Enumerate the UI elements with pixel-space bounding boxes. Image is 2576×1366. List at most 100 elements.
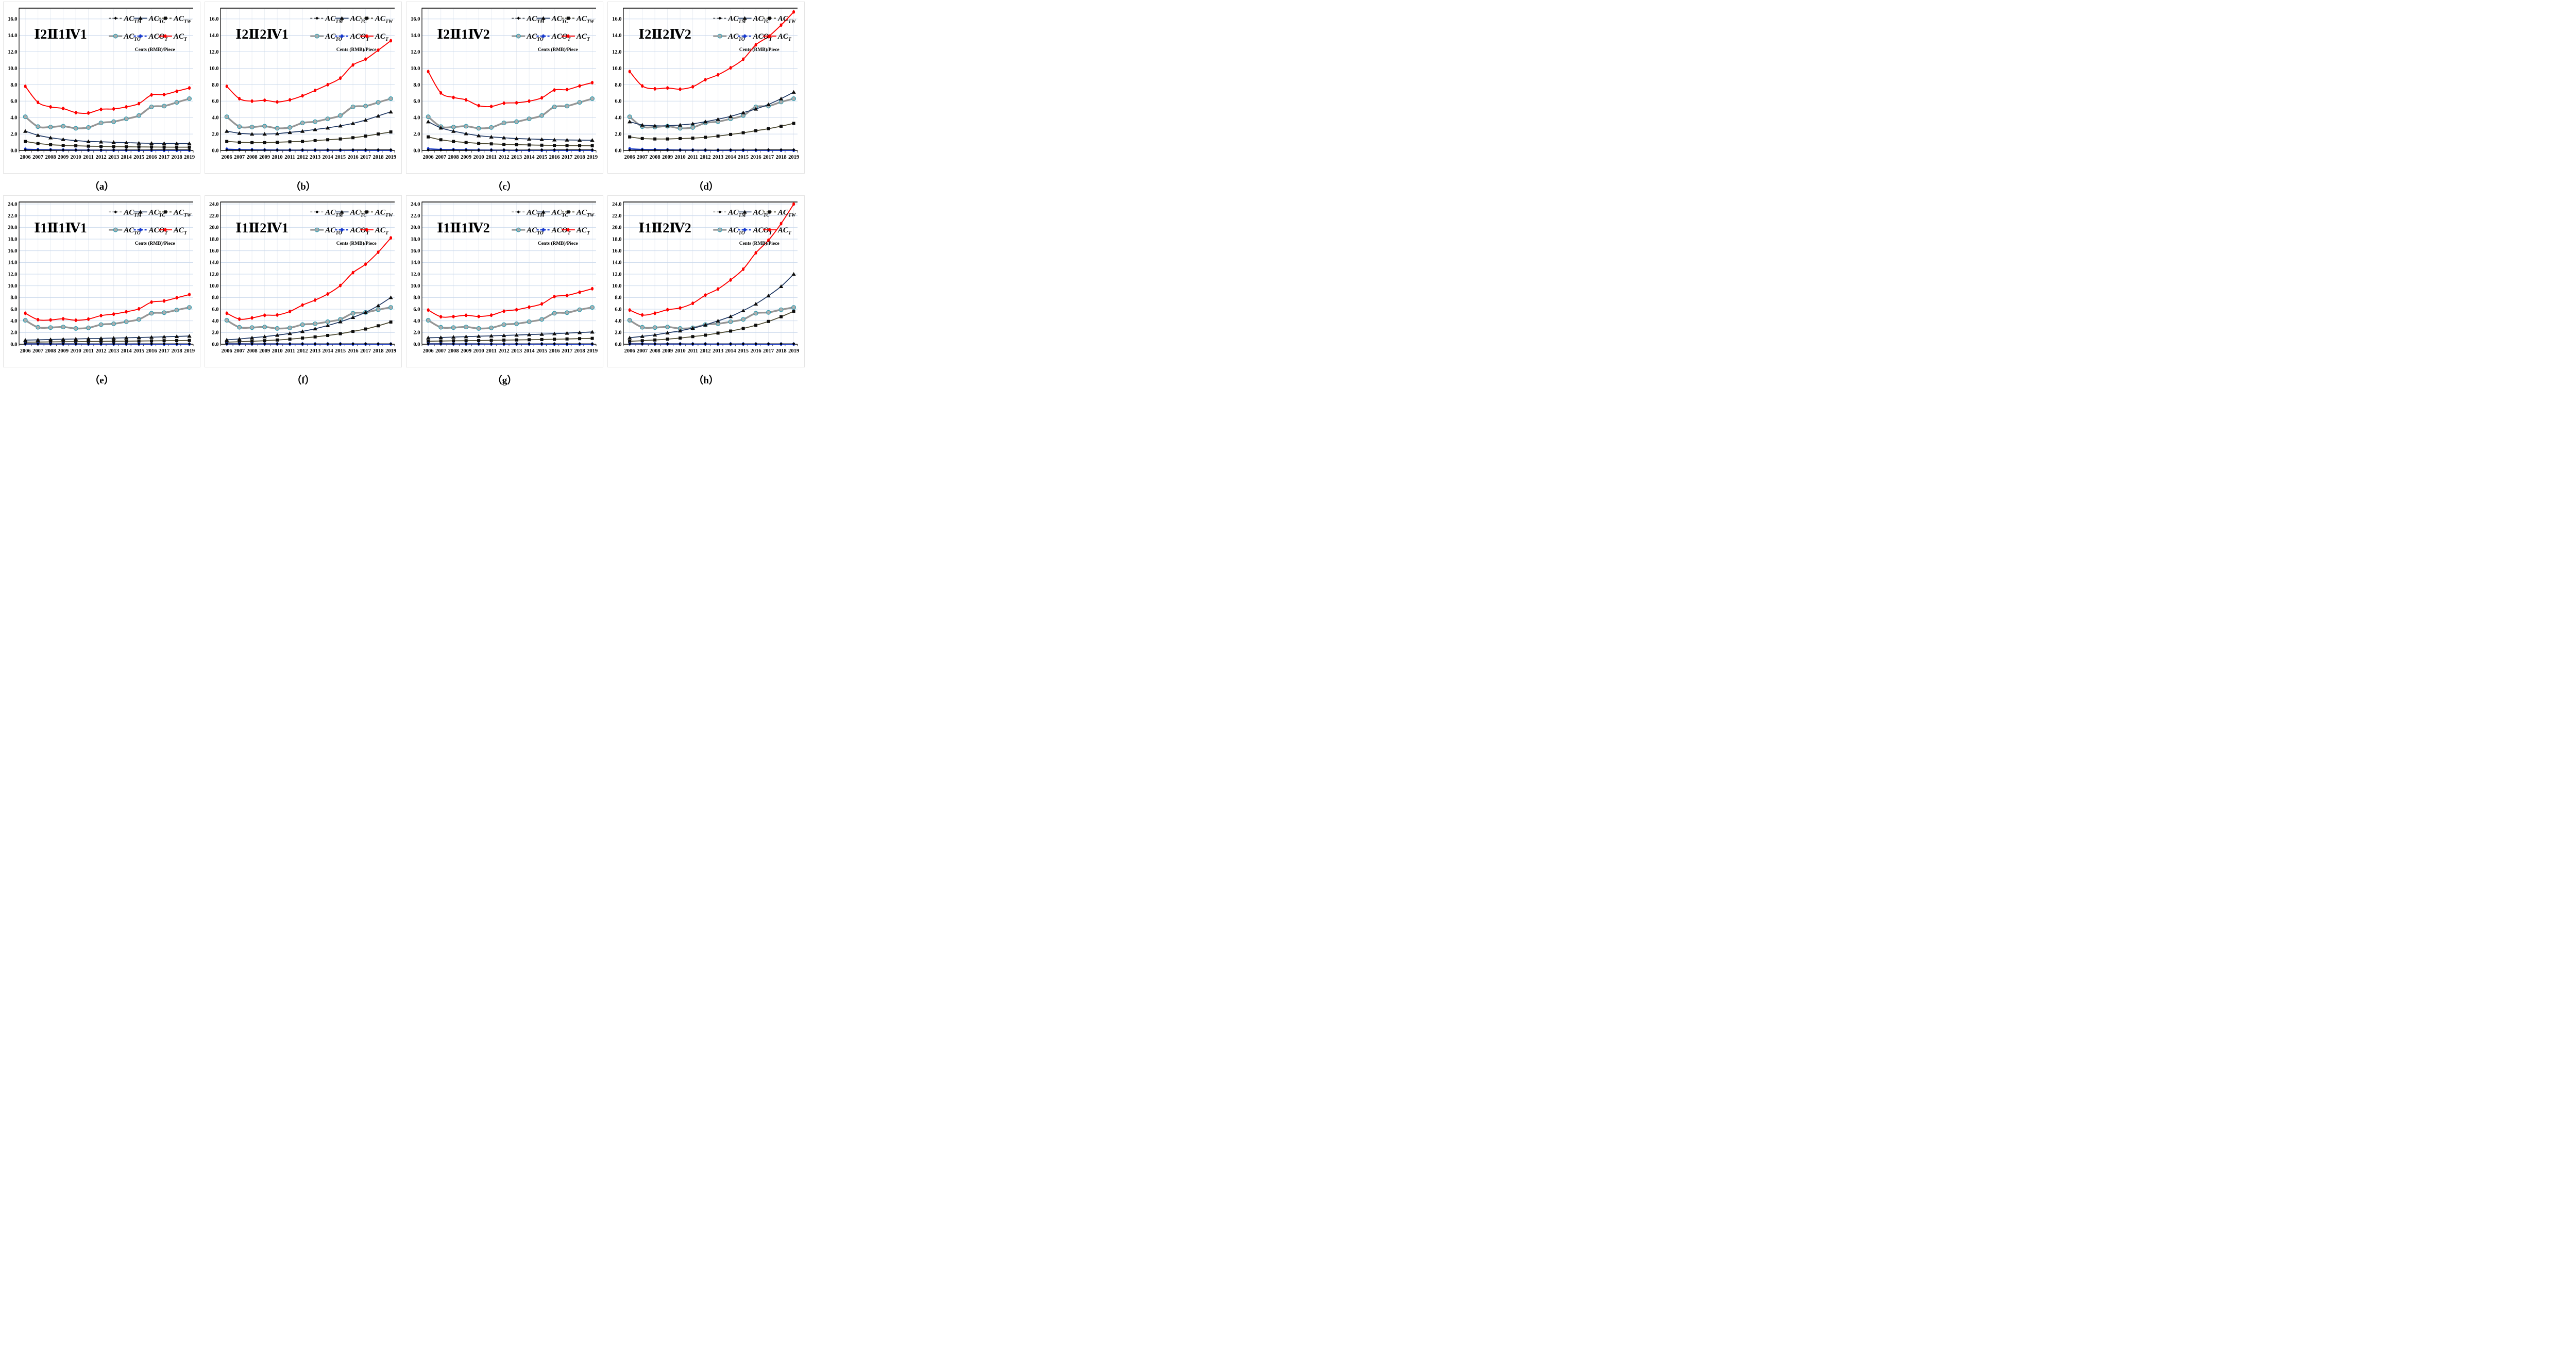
series-AC_TO-markers [224, 96, 394, 131]
circle-marker [48, 125, 53, 130]
diamond-marker [718, 16, 722, 20]
circle-marker [527, 116, 532, 122]
diamond-marker [137, 148, 141, 151]
diamond-marker [489, 148, 493, 152]
svg-text:6.0: 6.0 [212, 99, 218, 105]
diamond-marker [250, 342, 254, 346]
series-AC_TM-markers [24, 342, 191, 346]
svg-text:2013: 2013 [310, 155, 320, 160]
ellipse-marker [653, 311, 656, 315]
svg-text:12.0: 12.0 [209, 272, 218, 277]
diamond-marker [540, 148, 544, 151]
legend-AC_TW-label: ACTW [375, 14, 393, 24]
square-marker [679, 137, 682, 140]
circle-marker [187, 305, 192, 310]
chart-panel-frame: 0.0 2.0 4.0 6.0 8.0 10.0 12.0 14.0 16.0 18.0 20.0 2… [205, 195, 402, 367]
svg-text:12.0: 12.0 [612, 272, 621, 277]
legend-AC_T-label: ACT [576, 32, 590, 42]
ellipse-marker [238, 96, 241, 100]
ellipse-marker [99, 313, 103, 317]
circle-marker [388, 305, 394, 310]
diamond-marker [716, 342, 720, 346]
square-marker [150, 339, 154, 343]
circle-marker [23, 114, 28, 120]
triangle-marker [464, 131, 468, 136]
ellipse-marker [225, 311, 228, 315]
ellipse-marker [540, 302, 544, 306]
circle-marker [590, 305, 595, 310]
ellipse-marker [754, 251, 757, 255]
svg-text:2015: 2015 [133, 348, 144, 354]
diamond-marker [326, 148, 330, 151]
triangle-marker [627, 120, 632, 124]
square-marker [61, 340, 65, 344]
triangle-marker [703, 120, 708, 124]
triangle-marker [527, 332, 532, 336]
series-AC_T-markers [628, 10, 795, 91]
diamond-marker [61, 342, 65, 346]
ellipse-marker [792, 10, 795, 14]
triangle-marker [98, 336, 104, 340]
ellipse-marker [250, 316, 253, 320]
svg-text:16.0: 16.0 [612, 16, 621, 22]
ellipse-marker [477, 104, 480, 108]
diamond-marker [175, 148, 179, 151]
svg-text:8.0: 8.0 [212, 82, 218, 88]
triangle-marker [124, 140, 129, 145]
svg-text:2006: 2006 [423, 155, 434, 160]
square-marker [566, 16, 570, 20]
square-marker [150, 145, 154, 149]
x-axis-labels: 2006 2007 2008 2009 2010 2011 2012 2013 2014 2015… [20, 348, 195, 354]
svg-text:2012: 2012 [700, 348, 711, 354]
square-marker [640, 339, 644, 343]
triangle-marker [652, 124, 657, 128]
ellipse-marker [87, 111, 90, 115]
legend-AC_TW-label: ACTW [777, 14, 796, 24]
diamond-marker [313, 342, 317, 346]
chart-g-canvas: 0.0 2.0 4.0 6.0 8.0 10.0 12.0 14.0 16.0 18.0 20.0 2… [411, 201, 598, 354]
diamond-marker [338, 342, 342, 346]
svg-text:24.0: 24.0 [411, 201, 420, 207]
svg-text:14.0: 14.0 [612, 260, 621, 266]
svg-text:12.0: 12.0 [411, 49, 420, 55]
svg-text:22.0: 22.0 [8, 213, 17, 219]
triangle-marker [138, 210, 143, 214]
circle-marker [275, 326, 280, 331]
circle-marker [287, 325, 293, 330]
svg-text:2014: 2014 [725, 155, 737, 160]
triangle-marker [489, 333, 494, 338]
diamond-marker [389, 148, 393, 151]
triangle-marker [237, 336, 242, 341]
ellipse-marker [125, 105, 128, 109]
diamond-marker [716, 148, 720, 152]
diamond-marker [351, 148, 355, 151]
chart-title: Ⅰ1Ⅱ1Ⅳ2 [437, 221, 490, 235]
circle-marker [577, 307, 582, 312]
triangle-marker [690, 122, 695, 126]
legend-AC_TC-label: ACTC [350, 14, 367, 24]
legend-AC_TC-label: ACTC [148, 14, 166, 24]
triangle-marker [438, 335, 443, 340]
ellipse-marker [553, 88, 556, 92]
ellipse-marker [729, 278, 732, 282]
legend-item-AC_T: ACT [762, 32, 792, 42]
circle-marker [728, 319, 733, 324]
ellipse-marker [377, 48, 380, 52]
triangle-marker [325, 323, 330, 327]
svg-text:10.0: 10.0 [411, 66, 420, 72]
circle-marker [249, 125, 255, 130]
svg-text:2009: 2009 [58, 348, 69, 354]
square-marker [162, 339, 166, 343]
diamond-marker [87, 342, 90, 346]
svg-text:2017: 2017 [159, 348, 170, 354]
legend-item-ACO_T: ACOT [536, 32, 571, 42]
svg-text:2007: 2007 [435, 348, 446, 354]
triangle-marker [350, 121, 355, 125]
chart-title: Ⅰ2Ⅱ2Ⅳ2 [638, 27, 691, 42]
ellipse-marker [49, 105, 52, 109]
square-marker [99, 145, 103, 148]
circle-marker [363, 104, 368, 109]
ellipse-marker [528, 305, 531, 309]
legend-AC_T-label: ACT [173, 226, 188, 236]
